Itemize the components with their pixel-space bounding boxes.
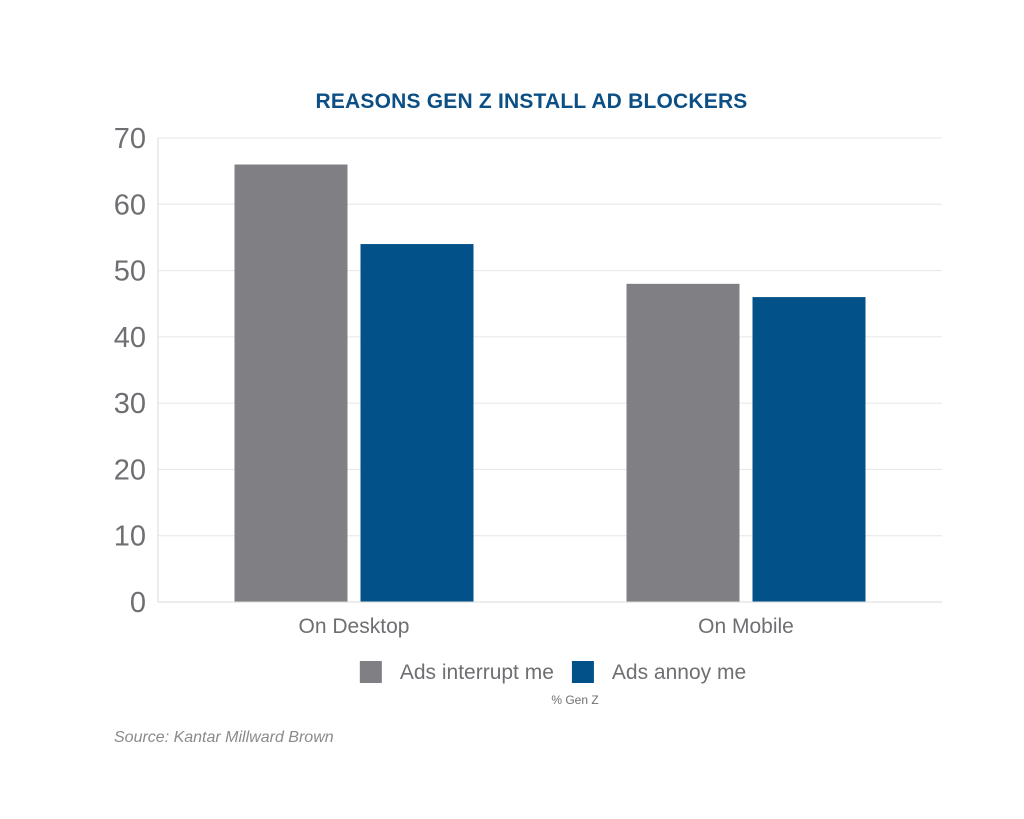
legend-label: Ads interrupt me xyxy=(400,661,554,684)
source-label: Source: Kantar Millward Brown xyxy=(114,729,334,746)
y-tick-label: 30 xyxy=(114,388,146,420)
legend: Ads interrupt me Ads annoy me xyxy=(359,661,746,684)
bar xyxy=(360,244,474,603)
legend-label: Ads annoy me xyxy=(612,661,746,684)
unit-label: % Gen Z xyxy=(551,693,599,707)
legend-swatch xyxy=(359,661,382,683)
x-tick-label: On Desktop xyxy=(299,615,410,638)
bar xyxy=(234,164,348,602)
y-tick-label: 40 xyxy=(114,322,146,354)
x-tick-label: On Mobile xyxy=(698,615,794,638)
y-tick-label: 10 xyxy=(114,521,146,553)
x-axis: On Desktop On Mobile xyxy=(158,601,942,638)
y-tick-label: 50 xyxy=(114,256,146,288)
bars xyxy=(234,164,866,603)
chart-title: REASONS GEN Z INSTALL AD BLOCKERS xyxy=(315,90,748,113)
bar xyxy=(752,297,866,602)
y-tick-label: 0 xyxy=(130,587,146,619)
y-tick-label: 60 xyxy=(114,189,146,221)
y-tick-label: 20 xyxy=(114,454,146,486)
y-axis: 0 10 20 30 40 50 60 70 xyxy=(114,123,159,619)
legend-swatch xyxy=(571,661,594,683)
bar xyxy=(626,283,740,602)
y-tick-label: 70 xyxy=(114,123,146,155)
